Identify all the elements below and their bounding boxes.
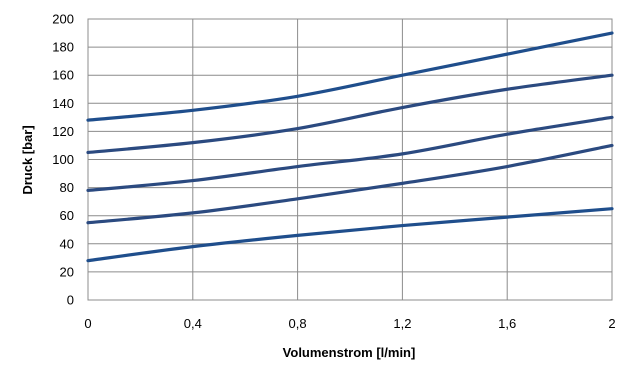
series-line-3 bbox=[86, 115, 614, 193]
y-tick-label: 20 bbox=[60, 264, 74, 279]
series-line-1 bbox=[86, 207, 614, 263]
y-tick-label: 200 bbox=[52, 12, 74, 27]
x-tick-label: 0,8 bbox=[289, 316, 307, 331]
series-layer bbox=[86, 31, 614, 263]
x-axis-title: Volumenstrom [l/min] bbox=[283, 345, 416, 360]
x-tick-label: 2 bbox=[608, 316, 615, 331]
y-tick-label: 160 bbox=[52, 68, 74, 83]
y-tick-label: 140 bbox=[52, 96, 74, 111]
y-tick-label: 80 bbox=[60, 180, 74, 195]
y-tick-label: 100 bbox=[52, 152, 74, 167]
x-tick-label: 1,2 bbox=[393, 316, 411, 331]
x-tick-label: 1,6 bbox=[498, 316, 516, 331]
x-tick-label: 0 bbox=[84, 316, 91, 331]
y-tick-label: 0 bbox=[67, 293, 74, 308]
series-line-5 bbox=[86, 31, 614, 122]
y-tick-label: 40 bbox=[60, 236, 74, 251]
plot-area-border bbox=[87, 18, 613, 301]
series-line-2 bbox=[86, 143, 614, 225]
series-line-4 bbox=[86, 73, 614, 155]
x-tick-label: 0,4 bbox=[184, 316, 202, 331]
y-tick-label: 60 bbox=[60, 208, 74, 223]
x-tick-labels: 0 0,4 0,8 1,2 1,6 2 bbox=[84, 316, 615, 331]
y-axis-title: Druck [bar] bbox=[20, 125, 35, 194]
y-tick-labels: 0 20 40 60 80 100 120 140 160 180 200 bbox=[52, 12, 74, 308]
y-tick-label: 180 bbox=[52, 40, 74, 55]
y-tick-label: 120 bbox=[52, 124, 74, 139]
